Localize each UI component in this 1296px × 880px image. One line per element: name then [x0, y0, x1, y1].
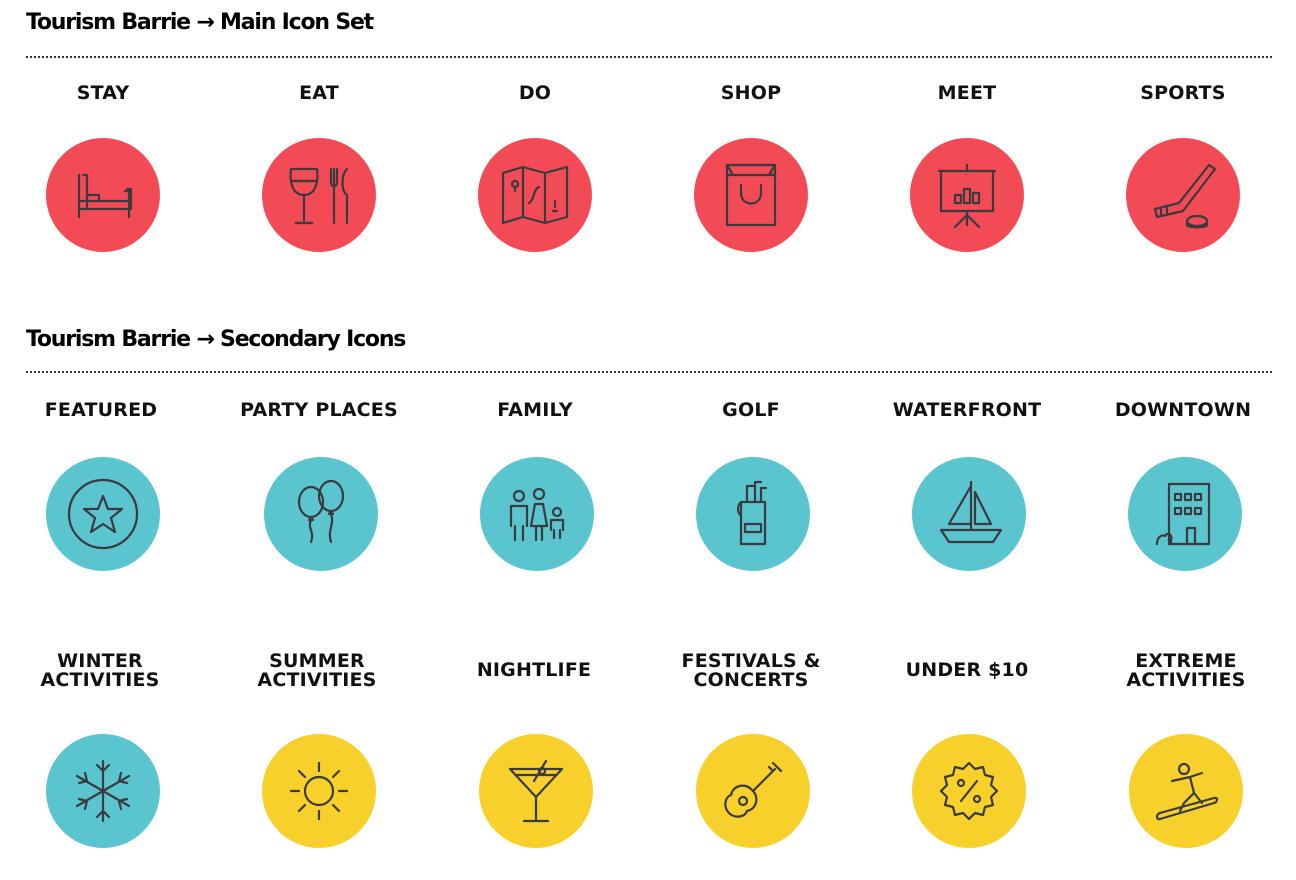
icon-label: EXTREME ACTIVITIES [1126, 650, 1246, 691]
snowflake-icon [46, 734, 160, 848]
icon-label: SHOP [720, 82, 782, 104]
presentation-board-icon [910, 138, 1024, 252]
martini-glass-icon [479, 734, 593, 848]
percent-badge-icon [912, 734, 1026, 848]
icon-label: WATERFRONT [892, 399, 1042, 421]
main-icon-set-title: Tourism Barrie → Main Icon Set [26, 10, 374, 35]
golf-bag-icon [696, 457, 810, 571]
secondary-divider [26, 371, 1272, 373]
icon-label: NIGHTLIFE [476, 659, 592, 681]
icon-label: SUMMER ACTIVITIES [257, 650, 377, 691]
icon-label: UNDER $10 [905, 659, 1029, 681]
bed-icon [46, 138, 160, 252]
snowboarder-icon [1129, 734, 1243, 848]
building-icon [1128, 457, 1242, 571]
map-icon [478, 138, 592, 252]
family-icon [480, 457, 594, 571]
icon-label: MEET [937, 82, 997, 104]
icon-label: STAY [76, 82, 130, 104]
icon-label: GOLF [722, 399, 780, 421]
guitar-icon [696, 734, 810, 848]
icon-label: PARTY PLACES [240, 399, 398, 421]
icon-label: WINTER ACTIVITIES [40, 650, 160, 691]
icon-label: FEATURED [44, 399, 158, 421]
icon-label: DOWNTOWN [1114, 399, 1252, 421]
icon-label: FESTIVALS & CONCERTS [681, 650, 821, 691]
star-icon [46, 457, 160, 571]
shopping-bag-icon [694, 138, 808, 252]
main-divider [26, 56, 1272, 58]
secondary-icons-title: Tourism Barrie → Secondary Icons [26, 327, 406, 352]
icon-label: EAT [299, 82, 339, 104]
icon-label: DO [518, 82, 552, 104]
icon-label: SPORTS [1140, 82, 1226, 104]
icon-label: FAMILY [497, 399, 573, 421]
wine-glass-fork-knife-icon [262, 138, 376, 252]
sun-icon [262, 734, 376, 848]
hockey-stick-puck-icon [1126, 138, 1240, 252]
sailboat-icon [912, 457, 1026, 571]
balloons-icon [264, 457, 378, 571]
